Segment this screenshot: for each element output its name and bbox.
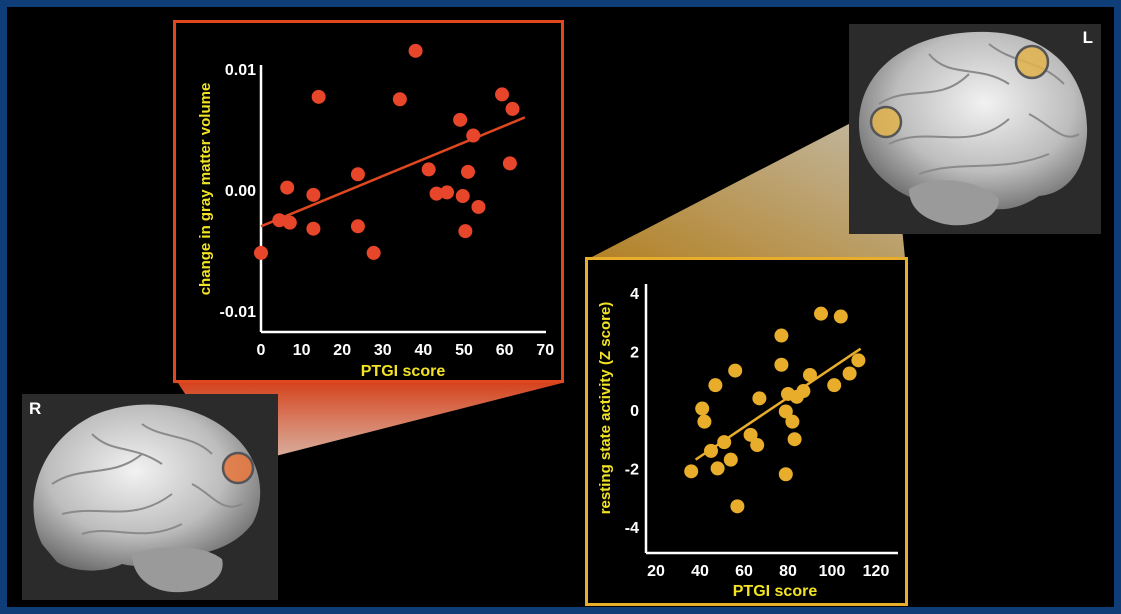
y-tick-label: 0.01 [225,62,256,79]
data-point [785,414,800,429]
data-point [466,128,481,143]
x-tick-label: 20 [647,563,665,580]
x-tick-label: 60 [735,563,753,580]
data-point [728,363,743,378]
x-tick-label: 30 [374,342,392,359]
hemisphere-label-left: L [1082,28,1093,47]
data-point [814,306,828,321]
data-point [778,467,793,482]
data-point [717,435,732,450]
data-point [710,461,725,476]
y-axis-title: change in gray matter volume [197,83,214,296]
data-point [752,391,767,406]
data-point [708,378,723,393]
y-tick-label: 0.00 [225,183,256,200]
x-tick-label: 50 [455,342,473,359]
y-tick-label: 0 [630,403,639,420]
data-point [796,384,811,399]
data-point [392,92,407,107]
data-point [803,367,817,382]
data-point [787,432,802,447]
x-tick-label: 100 [819,563,846,580]
data-point [458,224,473,239]
chart-resting-state-box: PTGI score resting state activity (Z sco… [585,257,908,606]
data-point [272,213,287,228]
x-tick-label: 120 [863,563,890,580]
data-point [684,464,699,479]
data-point [453,112,468,127]
data-point [421,162,436,177]
hemisphere-label-right: R [29,399,42,418]
data-point [774,357,789,372]
data-point [408,43,423,58]
chart-gray-matter: PTGI score change in gray matter volume … [197,43,554,380]
data-point [311,89,326,104]
trend-line [260,116,526,228]
data-point [471,199,486,214]
x-axis-title: PTGI score [733,583,818,600]
data-point [704,443,718,458]
x-axis-title: PTGI score [361,363,446,380]
data-point [833,309,848,324]
data-point [851,353,866,368]
x-tick-label: 60 [496,342,514,359]
y-tick-label: -0.01 [220,304,257,321]
data-point [366,245,381,260]
data-point [774,328,789,343]
x-tick-label: 40 [415,342,433,359]
brain-right-image [33,404,261,593]
y-axis-title: resting state activity (Z score) [597,302,614,515]
x-tick-label: 0 [257,342,266,359]
data-point [778,404,793,419]
x-tick-label: 20 [333,342,351,359]
data-point [282,215,297,230]
y-tick-label: 2 [630,345,639,362]
data-point [730,499,745,514]
data-point [743,427,758,442]
data-point [723,452,738,467]
data-point [502,156,517,171]
y-tick-label: -4 [625,520,639,537]
data-point [350,219,365,234]
brain-left-hemisphere: L [849,24,1101,234]
brain-right-hemisphere: R [22,394,278,600]
data-point [750,438,765,453]
data-point [697,414,712,429]
data-point [350,167,365,182]
y-tick-label: 4 [630,286,639,303]
data-point [280,180,295,195]
data-point [695,401,710,416]
x-tick-label: 10 [293,342,311,359]
data-point [429,186,444,201]
data-point [460,164,475,179]
brain-left-image [859,31,1088,226]
data-point [827,378,842,393]
data-point [306,221,321,236]
data-point [254,245,268,260]
data-point [842,366,857,381]
data-point [306,187,321,202]
data-point [495,87,510,102]
x-tick-label: 70 [536,342,554,359]
data-point [505,101,520,116]
data-point [455,189,470,204]
chart-gray-matter-box: PTGI score change in gray matter volume … [173,20,564,383]
chart-resting-state: PTGI score resting state activity (Z sco… [597,284,898,600]
y-tick-label: -2 [625,461,639,478]
data-point [440,185,455,200]
x-tick-label: 80 [779,563,797,580]
zoom-cone-b [590,112,905,258]
x-tick-label: 40 [691,563,709,580]
